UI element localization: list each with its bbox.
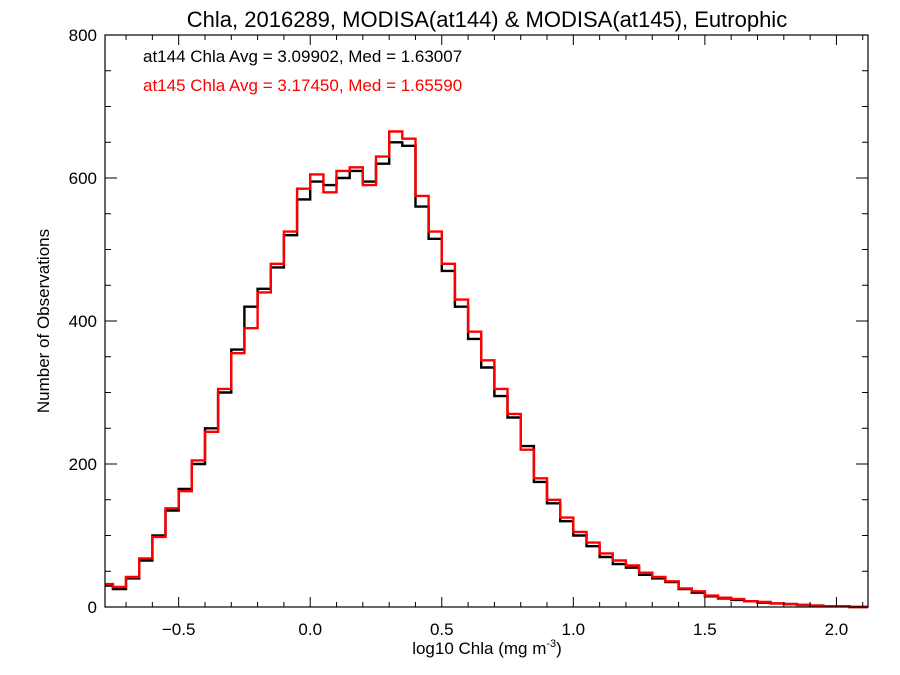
x-tick-label: 0.0 xyxy=(298,620,322,639)
x-tick-label: 2.0 xyxy=(825,620,849,639)
annotation-at145: at145 Chla Avg = 3.17450, Med = 1.65590 xyxy=(143,76,462,95)
series-layer xyxy=(105,130,868,609)
x-tick-label: 0.5 xyxy=(430,620,454,639)
x-tick-label: 1.5 xyxy=(693,620,717,639)
ticks-layer: −0.5 0.0 0.5 1.0 1.5 2.0 0 200 400 600 800 xyxy=(69,26,868,639)
y-tick-label: 800 xyxy=(69,26,97,45)
y-tick-label: 600 xyxy=(69,169,97,188)
x-tick-label: 1.0 xyxy=(562,620,586,639)
x-axis-label-main: log10 Chla (mg m xyxy=(412,639,546,658)
x-axis-label-sup: -3 xyxy=(546,638,556,650)
x-axis-label-end: ) xyxy=(556,639,562,658)
chart-title: Chla, 2016289, MODISA(at144) & MODISA(at… xyxy=(187,7,787,32)
y-axis-label: Number of Observations xyxy=(34,229,53,413)
series-line-0 xyxy=(105,141,868,609)
x-tick-label: −0.5 xyxy=(162,620,196,639)
y-tick-label: 200 xyxy=(69,455,97,474)
annotation-at144: at144 Chla Avg = 3.09902, Med = 1.63007 xyxy=(143,47,462,66)
plot-frame xyxy=(104,34,869,608)
series-line-1 xyxy=(105,130,868,609)
x-axis-label: log10 Chla (mg m-3) xyxy=(412,638,562,658)
plot-area: −0.5 0.0 0.5 1.0 1.5 2.0 0 200 400 600 800 xyxy=(69,26,869,639)
y-tick-label: 0 xyxy=(88,598,97,617)
y-tick-label: 400 xyxy=(69,312,97,331)
